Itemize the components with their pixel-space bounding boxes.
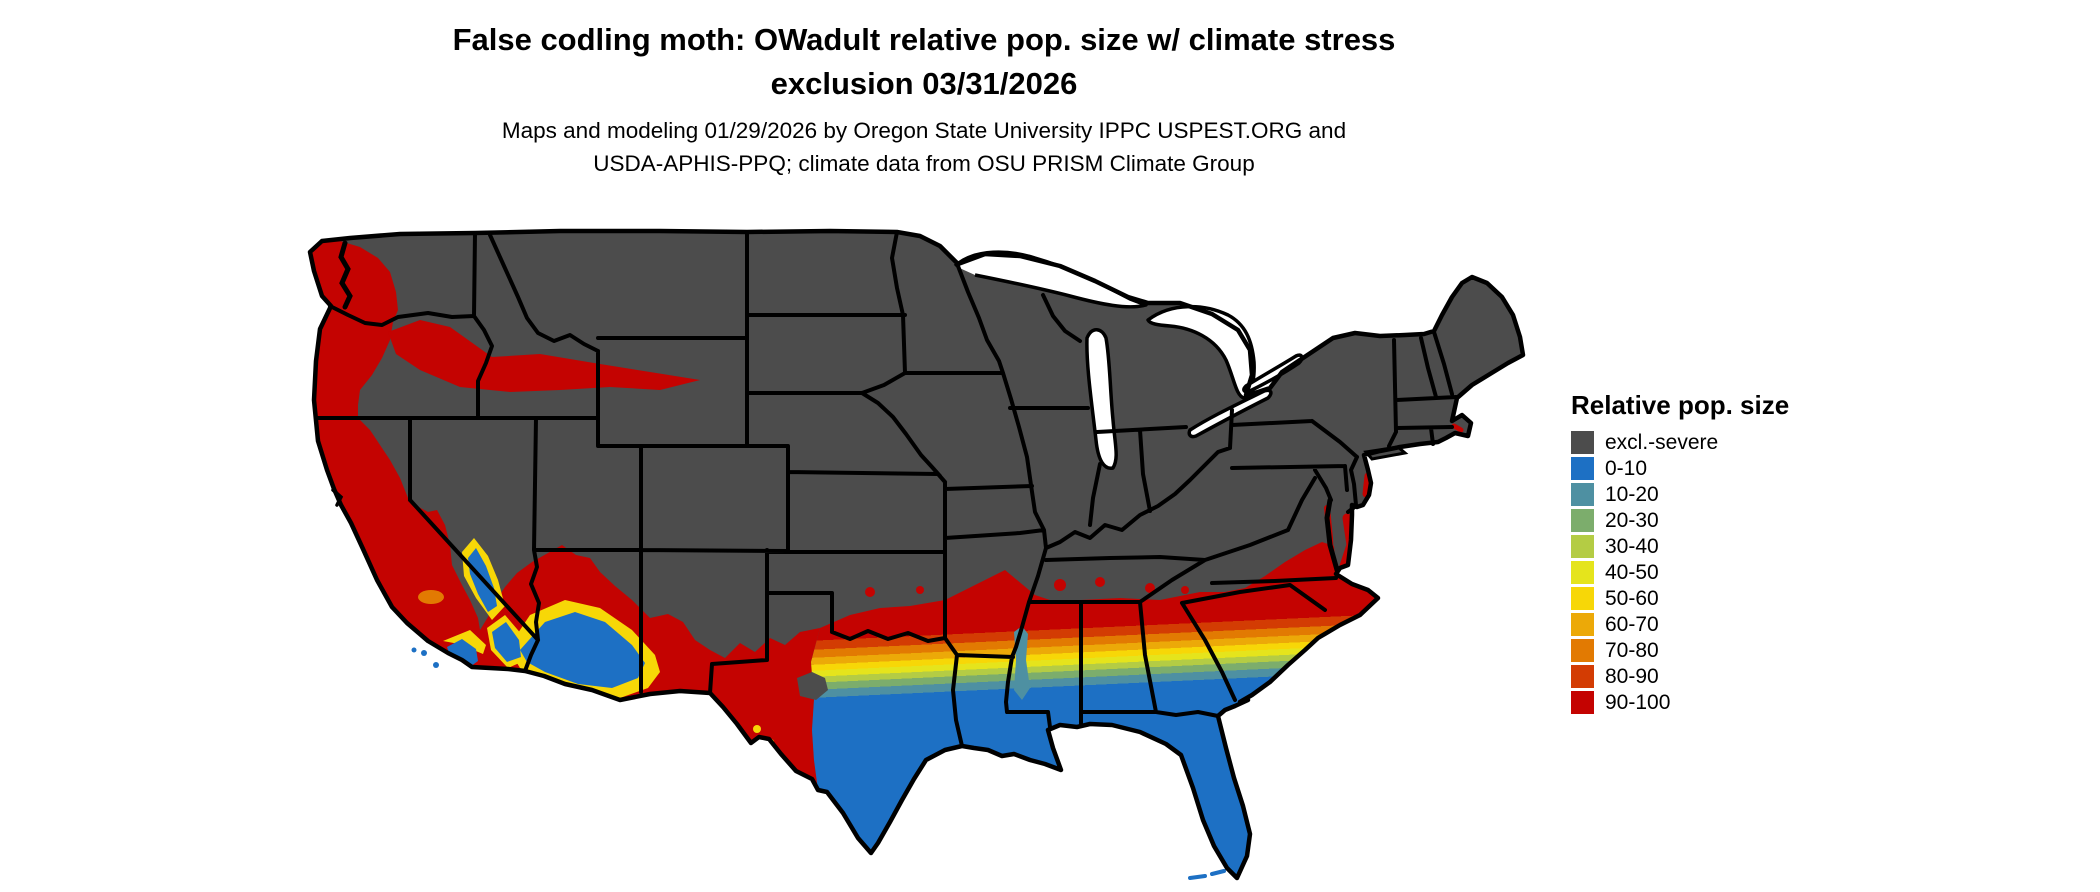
legend-label: 60-70 — [1605, 612, 1659, 636]
chart-title-line2: exclusion 03/31/2026 — [770, 66, 1078, 101]
legend-label: 70-80 — [1605, 638, 1659, 662]
legend-item: 20-30 — [1571, 507, 1789, 533]
legend-swatch-90-100 — [1571, 690, 1594, 714]
legend-item: excl.-severe — [1571, 429, 1789, 455]
legend-item: 30-40 — [1571, 533, 1789, 559]
legend-label: 50-60 — [1605, 586, 1659, 610]
legend-item: 40-50 — [1571, 559, 1789, 585]
legend-swatch-80-90 — [1571, 664, 1594, 688]
legend-swatch-20-30 — [1571, 508, 1594, 532]
map-layer-tennessee-red-specks — [865, 577, 1189, 597]
lake-huron — [1146, 304, 1256, 400]
map-layer-bakersfield-orange-pocket — [418, 590, 444, 604]
legend-label: 10-20 — [1605, 482, 1659, 506]
legend-item: 10-20 — [1571, 481, 1789, 507]
legend-item: 70-80 — [1571, 637, 1789, 663]
chart-title: False codling moth: OWadult relative pop… — [24, 18, 1824, 106]
legend-label: 40-50 — [1605, 560, 1659, 584]
map-layer-texas-hill-gray-pocket — [797, 672, 828, 700]
legend-item: 80-90 — [1571, 663, 1789, 689]
legend-swatch-40-50 — [1571, 560, 1594, 584]
legend-item: 0-10 — [1571, 455, 1789, 481]
chart-subtitle-line1: Maps and modeling 01/29/2026 by Oregon S… — [501, 118, 1347, 143]
legend-swatch-50-60 — [1571, 586, 1594, 610]
map-base-excluded-region — [310, 231, 1523, 878]
map-layer-columbia-basin-high — [388, 320, 700, 392]
map-layer-west-coast-high — [310, 241, 480, 660]
legend-swatch-0-10 — [1571, 456, 1594, 480]
legend-swatch-excl-severe — [1571, 430, 1594, 454]
legend-item: 60-70 — [1571, 611, 1789, 637]
legend-item: 50-60 — [1571, 585, 1789, 611]
socal-channel-islands — [411, 647, 439, 668]
legend-swatch-70-80 — [1571, 638, 1594, 662]
legend-swatch-30-40 — [1571, 534, 1594, 558]
puget-sound-inlet — [338, 240, 353, 310]
legend-label: 0-10 — [1605, 456, 1648, 480]
us-map — [307, 228, 1526, 881]
legend-label: 80-90 — [1605, 664, 1659, 688]
chart-subtitle: Maps and modeling 01/29/2026 by Oregon S… — [24, 114, 1824, 180]
legend-label: 30-40 — [1605, 534, 1659, 558]
legend-title: Relative pop. size — [1571, 390, 1790, 420]
chart-subtitle-line2: USDA-APHIS-PPQ; climate data from OSU PR… — [593, 151, 1255, 176]
legend-label: 20-30 — [1605, 508, 1659, 532]
florida-keys — [1188, 864, 1242, 880]
legend-swatch-60-70 — [1571, 612, 1594, 636]
state-borders — [314, 230, 1458, 748]
legend-label: 90-100 — [1605, 690, 1671, 714]
chart-title-line1: False codling moth: OWadult relative pop… — [452, 22, 1396, 57]
legend-swatch-10-20 — [1571, 482, 1594, 506]
legend: Relative pop. size excl.-severe 0-10 10-… — [1571, 392, 1789, 715]
us-outline — [307, 228, 1526, 881]
legend-item: 90-100 — [1571, 689, 1789, 715]
legend-label: excl.-severe — [1605, 430, 1719, 454]
chesapeake-bay-inlet — [1324, 497, 1340, 573]
lake-michigan — [1085, 328, 1118, 470]
